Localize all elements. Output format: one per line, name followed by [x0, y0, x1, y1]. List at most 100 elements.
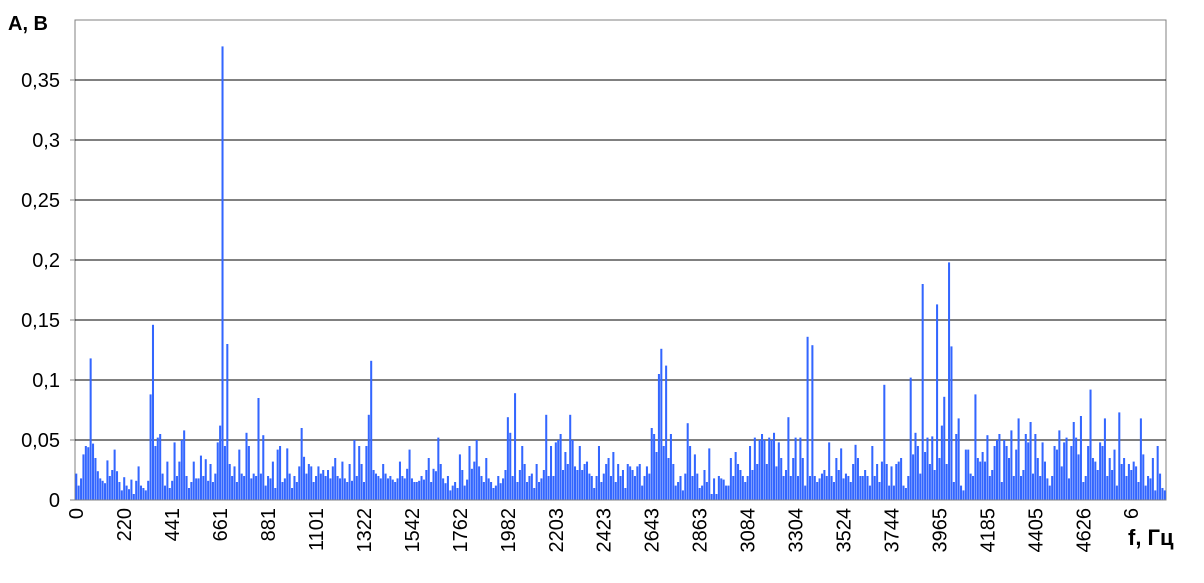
bar — [686, 423, 689, 500]
bar — [573, 466, 577, 500]
bar — [744, 482, 747, 500]
bar — [528, 476, 531, 500]
bar — [789, 476, 792, 500]
bar — [214, 473, 217, 500]
bar — [900, 458, 903, 500]
bar — [156, 437, 159, 500]
bar — [1101, 446, 1104, 500]
bar — [84, 446, 87, 500]
bar — [662, 446, 665, 500]
bar — [799, 437, 802, 500]
bar — [1048, 485, 1051, 500]
bar — [696, 473, 699, 500]
bar — [876, 464, 879, 500]
bar — [784, 470, 788, 500]
bar — [705, 482, 708, 500]
bar — [99, 478, 102, 500]
bar — [940, 425, 943, 500]
bar — [413, 482, 416, 500]
bar — [1139, 418, 1142, 500]
bar — [787, 417, 790, 500]
bar — [883, 384, 886, 500]
bar — [1075, 437, 1078, 500]
bar — [303, 456, 306, 500]
bar — [972, 476, 975, 500]
bar — [561, 470, 565, 500]
bar — [118, 482, 121, 500]
bar — [1087, 446, 1090, 500]
bar — [602, 473, 605, 500]
bar — [945, 464, 948, 500]
bar — [636, 466, 639, 500]
bar — [137, 466, 140, 500]
bar — [852, 464, 855, 500]
bar — [1043, 461, 1046, 500]
bar — [775, 466, 778, 500]
bar — [859, 476, 862, 500]
bar — [559, 434, 562, 500]
x-tick-label: 1762 — [450, 508, 472, 553]
bar — [801, 458, 804, 500]
bar — [1000, 482, 1003, 500]
bar — [219, 425, 222, 500]
bar — [679, 476, 682, 500]
bar — [1149, 478, 1152, 500]
bar — [274, 488, 277, 500]
y-axis-label: А, В — [8, 13, 48, 35]
bar — [830, 476, 833, 500]
bar — [127, 489, 131, 500]
bar — [847, 476, 850, 500]
bar — [1108, 458, 1111, 500]
bar — [427, 458, 430, 500]
bar — [840, 448, 843, 500]
bar — [540, 478, 543, 500]
bar — [377, 476, 380, 500]
bar — [653, 434, 656, 500]
bar — [1019, 476, 1023, 500]
bar — [382, 464, 385, 500]
bar — [648, 473, 651, 500]
bar — [434, 471, 437, 500]
bar — [223, 446, 226, 500]
bar — [811, 345, 814, 500]
x-tick-label: 3524 — [833, 508, 855, 553]
bar — [585, 461, 589, 500]
bar — [1137, 482, 1140, 500]
bar — [480, 476, 483, 500]
bar — [751, 470, 754, 500]
bar — [713, 478, 716, 500]
bar — [902, 485, 905, 500]
bar — [753, 437, 756, 500]
bar — [715, 494, 718, 500]
y-tick-label: 0,1 — [32, 370, 60, 392]
bar — [569, 414, 572, 500]
bar — [1115, 485, 1118, 500]
bar — [758, 440, 761, 500]
bar — [547, 476, 550, 500]
bar — [267, 476, 270, 500]
bar — [358, 446, 361, 500]
bar — [1159, 473, 1162, 500]
bar — [509, 432, 512, 500]
bar — [919, 473, 922, 500]
bar — [1077, 454, 1080, 500]
bar — [880, 461, 883, 500]
bar — [749, 446, 752, 500]
bar — [832, 482, 835, 500]
bar — [307, 464, 310, 500]
bar — [329, 478, 332, 500]
bar — [82, 454, 85, 500]
bar — [960, 485, 963, 500]
x-tick-label: 1322 — [354, 508, 376, 553]
bar — [612, 452, 615, 500]
bar — [804, 485, 807, 500]
bar — [995, 440, 999, 500]
bar — [295, 482, 298, 500]
bar — [216, 442, 219, 500]
bar — [693, 454, 696, 500]
bar — [478, 466, 481, 500]
bar — [928, 464, 931, 500]
bar — [195, 478, 198, 500]
bar — [161, 473, 164, 500]
bar — [360, 464, 363, 500]
